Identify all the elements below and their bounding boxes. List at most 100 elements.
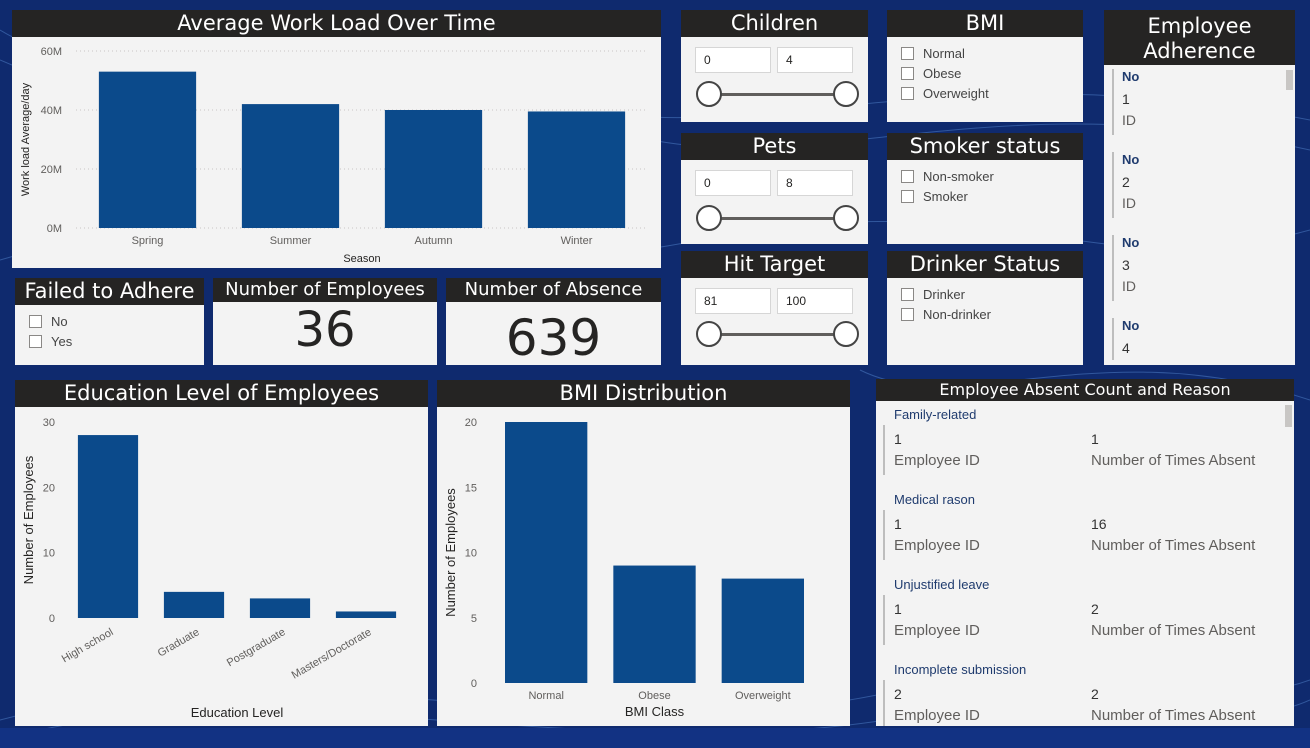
pets-slider-max-handle[interactable] xyxy=(833,205,859,231)
checkbox[interactable] xyxy=(901,46,914,60)
bar[interactable] xyxy=(335,611,397,618)
pets-slider-track[interactable] xyxy=(709,217,845,220)
list-item[interactable]: Medical rason 1 Employee ID 16 Number of T… xyxy=(878,492,1294,560)
adherence-scrollbar[interactable] xyxy=(1286,70,1293,90)
y-tick-label: 20M xyxy=(41,164,62,176)
absence-card: Number of Absence 639 xyxy=(446,278,661,365)
bar[interactable] xyxy=(505,422,588,683)
checkbox[interactable] xyxy=(901,169,914,183)
smoker-option-non-smoker[interactable]: Non-smoker xyxy=(901,166,1083,186)
bar[interactable] xyxy=(98,71,197,229)
children-slider-track[interactable] xyxy=(709,93,845,96)
pets-max-input[interactable]: 8 xyxy=(777,170,853,196)
hit-target-min-input[interactable]: 81 xyxy=(695,288,771,314)
hit-target-slicer: Hit Target 81 100 xyxy=(681,251,868,365)
y-tick-label: 0 xyxy=(471,678,477,690)
checkbox[interactable] xyxy=(29,314,42,328)
bmi-slicer: BMI Normal Obese Overweight xyxy=(887,10,1083,122)
hit-target-max-input[interactable]: 100 xyxy=(777,288,853,314)
children-slider-min-handle[interactable] xyxy=(696,81,722,107)
bar[interactable] xyxy=(613,565,696,683)
bmi-option-overweight[interactable]: Overweight xyxy=(901,83,1083,103)
bar[interactable] xyxy=(163,591,225,618)
bar[interactable] xyxy=(384,110,483,228)
pets-min-input[interactable]: 0 xyxy=(695,170,771,196)
checkbox[interactable] xyxy=(901,287,914,301)
bar[interactable] xyxy=(527,111,626,228)
absence-reason-panel: Employee Absent Count and Reason Family-… xyxy=(876,379,1294,726)
bar[interactable] xyxy=(77,435,139,618)
list-item[interactable]: Incomplete submission 2 Employee ID 2 Numb… xyxy=(878,662,1294,726)
x-axis-label: Education Level xyxy=(191,705,284,720)
x-tick-label: High school xyxy=(60,626,116,665)
y-tick-label: 0M xyxy=(47,223,62,235)
adherence-list[interactable]: No 1 ID No 2 ID No 3 ID No 4 ID xyxy=(1104,65,1295,360)
checkbox[interactable] xyxy=(901,307,914,321)
failed-option-no[interactable]: No xyxy=(29,311,204,331)
adherence-title: Employee Adherence xyxy=(1104,10,1295,65)
x-axis-label: BMI Class xyxy=(625,704,685,719)
bmi-chart-panel: BMI Distribution 0 5 10 15 20 Normal Obese Over… xyxy=(437,380,850,726)
hit-target-title: Hit Target xyxy=(681,251,868,278)
smoker-filter-title: Smoker status xyxy=(887,133,1083,160)
list-item[interactable]: No 1 ID xyxy=(1108,69,1295,135)
checkbox[interactable] xyxy=(901,86,914,100)
y-tick-label: 30 xyxy=(43,417,55,429)
drinker-filter-title: Drinker Status xyxy=(887,251,1083,278)
children-slicer: Children 0 4 xyxy=(681,10,868,122)
bmi-option-normal[interactable]: Normal xyxy=(901,43,1083,63)
bar[interactable] xyxy=(721,578,804,683)
absence-list-scrollbar[interactable] xyxy=(1285,405,1292,427)
x-tick-label: Postgraduate xyxy=(225,626,288,669)
checkbox[interactable] xyxy=(901,66,914,80)
workload-chart-title: Average Work Load Over Time xyxy=(12,10,661,37)
failed-to-adhere-slicer: Failed to Adhere No Yes xyxy=(15,278,204,365)
x-tick-label: Normal xyxy=(528,690,563,702)
y-axis-label: Number of Employees xyxy=(21,455,36,584)
children-max-input[interactable]: 4 xyxy=(777,47,853,73)
checkbox[interactable] xyxy=(901,189,914,203)
education-bar-chart: 0 10 20 30 High school Graduate Postgraduate Ma… xyxy=(21,417,397,720)
failed-option-yes[interactable]: Yes xyxy=(29,331,204,351)
employees-card-title: Number of Employees xyxy=(213,278,437,302)
bmi-filter-title: BMI xyxy=(887,10,1083,37)
bmi-option-obese[interactable]: Obese xyxy=(901,63,1083,83)
hit-target-slider-min-handle[interactable] xyxy=(696,321,722,347)
list-item[interactable]: No 4 ID xyxy=(1108,318,1295,360)
x-tick-label: Overweight xyxy=(735,690,791,702)
list-item[interactable]: Family-related 1 Employee ID 1 Number of T… xyxy=(878,407,1294,475)
bar[interactable] xyxy=(249,598,311,618)
absence-card-title: Number of Absence xyxy=(446,278,661,302)
checkbox[interactable] xyxy=(29,334,42,348)
list-item[interactable]: No 2 ID xyxy=(1108,152,1295,218)
workload-chart-panel: Average Work Load Over Time 0M 20M 40M 60M S… xyxy=(12,10,661,268)
x-tick-label: Masters/Doctorate xyxy=(290,626,374,681)
drinker-option-non-drinker[interactable]: Non-drinker xyxy=(901,304,1083,324)
employees-card-value: 36 xyxy=(294,302,356,358)
smoker-option-smoker[interactable]: Smoker xyxy=(901,186,1083,206)
y-tick-label: 0 xyxy=(49,613,55,625)
drinker-option-drinker[interactable]: Drinker xyxy=(901,284,1083,304)
bar[interactable] xyxy=(241,104,340,228)
children-min-input[interactable]: 0 xyxy=(695,47,771,73)
smoker-slicer: Smoker status Non-smoker Smoker xyxy=(887,133,1083,244)
hit-target-slider-track[interactable] xyxy=(709,333,845,336)
list-item[interactable]: Unjustified leave 1 Employee ID 2 Number o… xyxy=(878,577,1294,645)
x-tick-label: Spring xyxy=(132,235,164,247)
failed-filter-title: Failed to Adhere xyxy=(15,278,204,305)
y-tick-label: 10 xyxy=(465,548,477,560)
absence-list[interactable]: Family-related 1 Employee ID 1 Number of T… xyxy=(876,401,1294,726)
y-tick-label: 20 xyxy=(465,417,477,429)
children-title: Children xyxy=(681,10,868,37)
y-tick-label: 5 xyxy=(471,613,477,625)
y-axis-label: Work load Average/day xyxy=(20,82,32,196)
list-item[interactable]: No 3 ID xyxy=(1108,235,1295,301)
children-slider-max-handle[interactable] xyxy=(833,81,859,107)
hit-target-slider-max-handle[interactable] xyxy=(833,321,859,347)
employees-card: Number of Employees 36 xyxy=(213,278,437,365)
pets-slider-min-handle[interactable] xyxy=(696,205,722,231)
x-tick-label: Graduate xyxy=(156,626,202,659)
education-chart-title: Education Level of Employees xyxy=(15,380,428,407)
absence-list-title: Employee Absent Count and Reason xyxy=(876,379,1294,401)
y-tick-label: 60M xyxy=(41,46,62,58)
